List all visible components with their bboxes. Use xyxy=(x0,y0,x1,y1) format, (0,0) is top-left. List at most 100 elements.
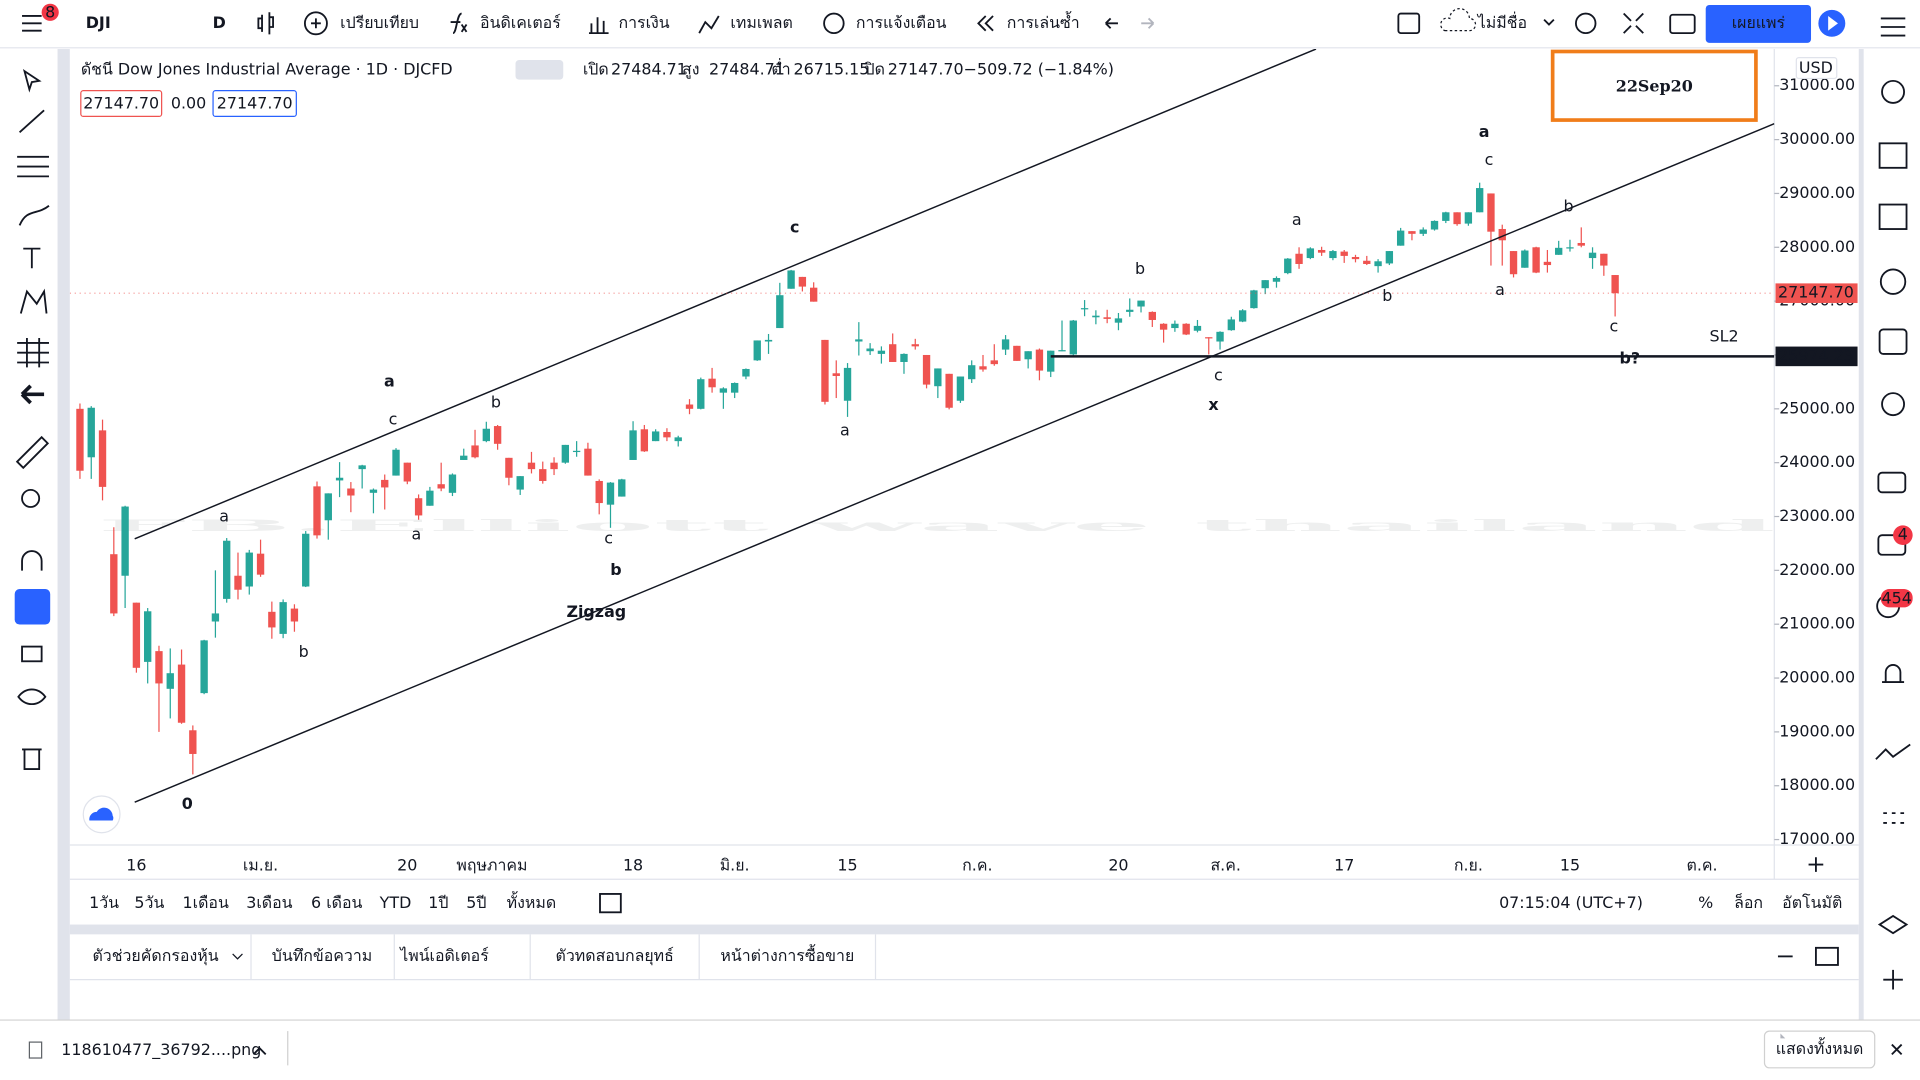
layers-icon[interactable] xyxy=(1877,914,1909,935)
lock-drawing-tool[interactable] xyxy=(14,589,51,625)
toolbar-button[interactable]: การเล่นซ้ำ xyxy=(1007,11,1080,32)
wave-label[interactable]: c xyxy=(389,410,398,429)
brush-tool[interactable] xyxy=(18,205,50,226)
menu-icon[interactable] xyxy=(22,15,42,32)
trash-tool[interactable] xyxy=(22,748,42,770)
fib-tool[interactable] xyxy=(17,155,49,178)
scale-option[interactable]: อัตโนมัติ xyxy=(1782,893,1842,912)
goto-date-icon[interactable] xyxy=(599,893,622,914)
toolbar-button[interactable]: เทมเพลต xyxy=(730,13,792,32)
scale-option[interactable]: % xyxy=(1698,893,1713,912)
help-icon[interactable] xyxy=(1883,969,1903,990)
visibility-tool[interactable] xyxy=(17,688,47,706)
wave-label[interactable]: b xyxy=(1135,259,1145,278)
trendline[interactable] xyxy=(134,49,1317,540)
close-icon[interactable] xyxy=(1891,1043,1903,1055)
wave-label[interactable]: 0 xyxy=(182,794,193,813)
wave-label[interactable]: x xyxy=(1208,395,1219,414)
ideas-icon[interactable] xyxy=(1881,392,1905,417)
wave-label[interactable]: Zigzag xyxy=(566,602,626,621)
wave-label[interactable]: a xyxy=(384,372,395,391)
range-button[interactable]: 5ปี xyxy=(466,893,486,912)
forecast-tool[interactable] xyxy=(17,338,49,368)
layout-icon[interactable] xyxy=(1397,12,1421,35)
wave-label[interactable]: SL2 xyxy=(1710,326,1739,345)
back-tool[interactable] xyxy=(20,384,45,405)
lock-tool[interactable] xyxy=(21,645,43,663)
wave-label[interactable]: b? xyxy=(1619,348,1640,367)
undo-icon[interactable] xyxy=(1105,17,1118,29)
panel-tab[interactable]: ตัวช่วยคัดกรองหุ้น xyxy=(92,946,218,966)
range-button[interactable]: 5วัน xyxy=(134,893,164,912)
hotlist-icon[interactable] xyxy=(1878,328,1908,355)
wave-label[interactable]: a xyxy=(840,421,850,440)
trendline[interactable] xyxy=(134,123,1775,803)
zoom-tool[interactable] xyxy=(21,488,41,508)
chat-icon[interactable] xyxy=(1877,471,1907,494)
toolbar-button[interactable]: การแจ้งเตือน xyxy=(856,13,947,32)
fullscreen-icon[interactable] xyxy=(1623,12,1644,34)
wave-label[interactable]: b xyxy=(299,642,309,661)
wave-label[interactable]: b xyxy=(1564,197,1574,216)
alerts-icon[interactable] xyxy=(1881,79,1905,104)
publish-label[interactable]: เผยแพร่ xyxy=(1732,13,1786,32)
compare-icon[interactable] xyxy=(303,11,328,36)
dropdown-icon[interactable] xyxy=(232,953,243,960)
dropdown-icon[interactable] xyxy=(1543,19,1555,26)
legend-toggle[interactable] xyxy=(515,60,564,80)
indicator-icon[interactable] xyxy=(450,12,468,35)
wave-label[interactable]: a xyxy=(219,506,229,525)
scale-option[interactable]: ล็อก xyxy=(1734,892,1763,912)
settings-icon[interactable] xyxy=(1575,12,1597,35)
magnet-tool[interactable] xyxy=(21,550,43,571)
toolbar-button[interactable]: การเงิน xyxy=(618,13,669,32)
template-icon[interactable] xyxy=(698,15,720,34)
wave-label[interactable]: c xyxy=(604,528,613,547)
range-button[interactable]: 1ปี xyxy=(428,893,448,912)
expand-icon[interactable] xyxy=(252,1046,267,1055)
streams-icon[interactable] xyxy=(1877,534,1907,556)
toolbar-button[interactable]: เปรียบเทียบ xyxy=(340,13,419,32)
range-button[interactable]: 1วัน xyxy=(89,893,119,912)
maximize-icon[interactable] xyxy=(1815,946,1839,966)
panel-tab[interactable]: หน้าต่างการซื้อขาย xyxy=(720,944,854,965)
wave-label[interactable]: c xyxy=(790,217,799,236)
watchlist-icon[interactable] xyxy=(1880,17,1906,37)
panel-tab[interactable]: บันทึกข้อความ xyxy=(272,946,373,965)
notification-icon[interactable] xyxy=(1882,664,1905,684)
show-all[interactable]: แสดงทั้งหมด xyxy=(1776,1037,1864,1058)
cursor-tool[interactable] xyxy=(22,68,42,93)
line-tool[interactable] xyxy=(18,109,45,133)
download-file[interactable]: 118610477_36792....png xyxy=(61,1040,261,1060)
publish-button[interactable] xyxy=(1705,4,1812,43)
price-box[interactable] xyxy=(212,90,297,118)
wave-label[interactable]: c xyxy=(1485,150,1494,169)
symbol[interactable]: DJI xyxy=(86,13,111,32)
range-button[interactable]: 3เดือน xyxy=(246,893,292,912)
alert-icon[interactable] xyxy=(823,12,845,35)
wave-label[interactable]: b xyxy=(1382,286,1392,305)
range-button[interactable]: YTD xyxy=(379,893,412,912)
panel-tab[interactable]: ไพน์เอดิเตอร์ xyxy=(398,946,489,965)
wave-label[interactable]: a xyxy=(1292,210,1302,229)
finance-icon[interactable] xyxy=(588,17,609,35)
layout-name[interactable]: ไม่มีชื่อ xyxy=(1476,11,1527,32)
range-button[interactable]: 6 เดือน xyxy=(311,893,362,912)
wave-label[interactable]: a xyxy=(1479,122,1490,141)
more-icon[interactable] xyxy=(1883,812,1905,824)
replay-icon[interactable] xyxy=(977,15,994,32)
range-button[interactable]: 1เดือน xyxy=(183,893,229,912)
interval[interactable]: D xyxy=(213,13,226,32)
wave-label[interactable]: a xyxy=(1495,280,1505,299)
range-button[interactable]: ทั้งหมด xyxy=(507,891,557,912)
ruler-tool[interactable] xyxy=(15,435,50,470)
wave-label[interactable]: c xyxy=(1610,317,1619,336)
wave-label[interactable]: b xyxy=(491,392,501,411)
snapshot-icon[interactable] xyxy=(1669,13,1696,35)
calendar-icon[interactable] xyxy=(1878,203,1908,230)
pattern-tool[interactable] xyxy=(19,288,48,314)
data-icon[interactable] xyxy=(1879,268,1907,295)
wave-label[interactable]: a xyxy=(411,525,421,544)
trading-icon[interactable] xyxy=(1875,743,1911,760)
price-box[interactable] xyxy=(80,90,163,118)
